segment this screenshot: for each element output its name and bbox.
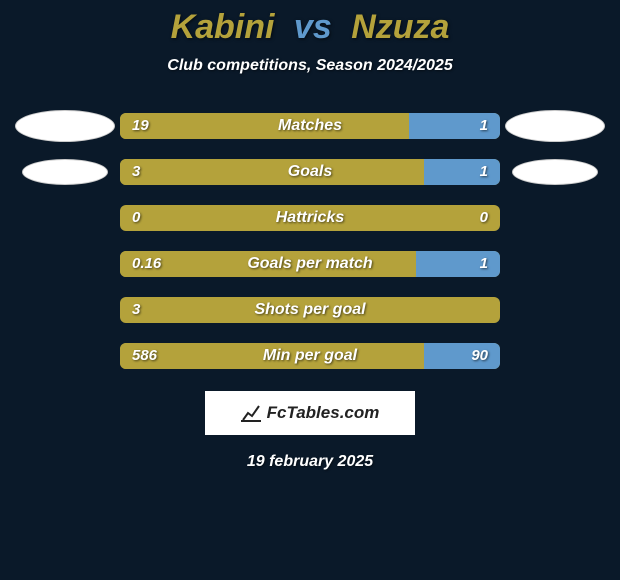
comparison-chart: 191Matches 31Goals 00Hattricks 0.161Goals p…	[0, 113, 620, 369]
stat-row: 191Matches	[10, 113, 610, 139]
avatar-ellipse-icon	[22, 159, 108, 185]
logo-text: FcTables.com	[267, 403, 380, 423]
stat-bar: 31Goals	[120, 159, 500, 185]
stat-bar: 0.161Goals per match	[120, 251, 500, 277]
player2-name: Nzuza	[351, 8, 449, 46]
player1-avatar-slot	[10, 110, 120, 142]
fctables-logo: FcTables.com	[205, 391, 415, 435]
avatar-ellipse-icon	[15, 110, 115, 142]
stat-row: 00Hattricks	[10, 205, 610, 231]
stat-row: 0.161Goals per match	[10, 251, 610, 277]
vs-text: vs	[294, 8, 332, 46]
stat-label: Min per goal	[120, 343, 500, 369]
avatar-ellipse-icon	[512, 159, 598, 185]
subtitle: Club competitions, Season 2024/2025	[0, 57, 620, 75]
player1-name: Kabini	[171, 8, 275, 46]
stat-label: Goals	[120, 159, 500, 185]
stat-row: 3Shots per goal	[10, 297, 610, 323]
player2-avatar-slot	[500, 159, 610, 185]
stat-label: Goals per match	[120, 251, 500, 277]
stat-label: Matches	[120, 113, 500, 139]
player2-avatar-slot	[500, 110, 610, 142]
date-text: 19 february 2025	[0, 453, 620, 471]
chart-icon	[241, 404, 261, 422]
avatar-ellipse-icon	[505, 110, 605, 142]
stat-bar: 3Shots per goal	[120, 297, 500, 323]
stat-row: 58690Min per goal	[10, 343, 610, 369]
stat-bar: 191Matches	[120, 113, 500, 139]
player1-avatar-slot	[10, 159, 120, 185]
stat-bar: 58690Min per goal	[120, 343, 500, 369]
stat-label: Shots per goal	[120, 297, 500, 323]
stat-row: 31Goals	[10, 159, 610, 185]
stat-bar: 00Hattricks	[120, 205, 500, 231]
stat-label: Hattricks	[120, 205, 500, 231]
comparison-title: Kabini vs Nzuza	[0, 0, 620, 47]
